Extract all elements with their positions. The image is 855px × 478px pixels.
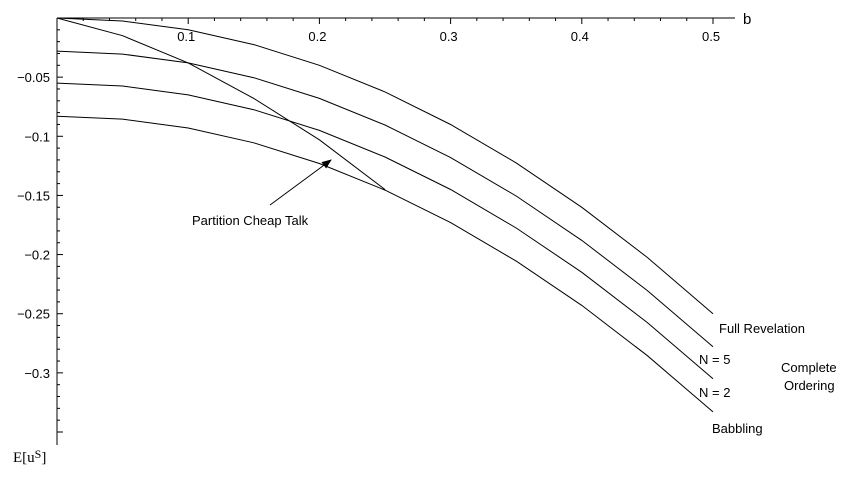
x-tick-label: 0.4 [571, 29, 589, 44]
series-line-n5 [56, 50, 714, 348]
y-ticks: −0.05 −0.1 −0.15 −0.2 −0.25 −0.3 [17, 29, 63, 433]
y-axis-title-sup: S [35, 447, 42, 461]
x-tick-label: 0.2 [308, 29, 326, 44]
y-tick-label: −0.15 [17, 188, 50, 203]
label-ordering: Ordering [784, 378, 835, 393]
annotation-partition-cheap-talk: Partition Cheap Talk [192, 213, 309, 228]
y-axis-title-base: E[u [13, 450, 35, 466]
y-tick-label: −0.05 [17, 70, 50, 85]
annotation-arrow [269, 159, 332, 206]
y-tick-label: −0.2 [24, 248, 50, 263]
series-layer [56, 17, 714, 413]
x-tick-label: 0.3 [440, 29, 458, 44]
label-babbling: Babbling [712, 421, 763, 436]
label-complete: Complete [781, 360, 837, 375]
x-ticks: 0.1 0.2 0.3 0.4 0.5 [82, 18, 720, 44]
series-line-babbling [56, 115, 714, 413]
label-n2: N = 2 [699, 385, 730, 400]
y-tick-label: −0.1 [24, 129, 50, 144]
x-axis-title: b [743, 11, 751, 28]
y-axis-title-close: ] [41, 450, 46, 466]
series-line-n2 [56, 82, 714, 380]
series-line-full-revelation [56, 17, 714, 315]
x-tick-label: 0.5 [702, 29, 720, 44]
series-line-partition-cheap-talk [56, 17, 386, 190]
y-tick-label: −0.3 [24, 366, 50, 381]
label-full-revelation: Full Revelation [719, 321, 805, 336]
y-tick-label: −0.25 [17, 307, 50, 322]
label-n5: N = 5 [699, 352, 730, 367]
x-tick-label: 0.1 [177, 29, 195, 44]
y-axis-title: E[uS] [13, 447, 46, 466]
